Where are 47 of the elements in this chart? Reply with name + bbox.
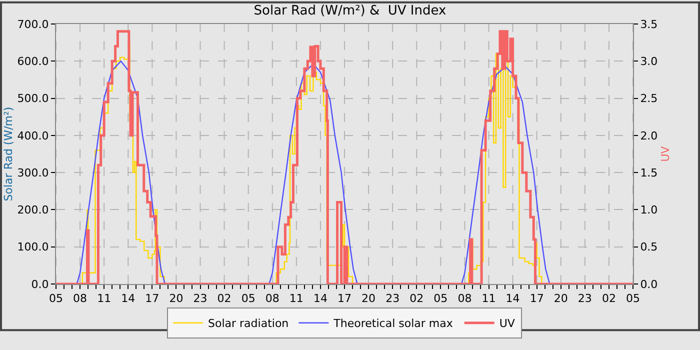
x-tick-label: 08 [458,292,472,306]
x-tick-label: 14 [506,292,520,306]
y2-tick-label: 0.0 [640,278,658,291]
x-tick-label: 23 [193,292,208,306]
x-tick-label: 11 [97,292,112,306]
x-tick-label: 23 [578,292,592,306]
x-tick-label: 08 [265,292,280,306]
legend-label: Theoretical solar max [332,317,454,330]
x-tick-label: 17 [145,292,160,306]
y2-tick-label: 0.5 [640,240,658,254]
x-tick-label: 20 [362,292,376,306]
y-axis-title: Solar Rad (W/m²) [2,106,15,202]
y-tick-label: 500.0 [17,92,49,106]
x-tick-label: 05 [626,292,640,306]
x-tick-label: 05 [241,292,256,306]
x-tick-label: 14 [313,292,328,306]
x-tick-label: 17 [530,292,544,306]
x-tick-label: 11 [289,292,304,306]
y-tick-label: 300.0 [17,166,49,180]
y2-tick-label: 3.5 [640,18,658,31]
legend-label: Solar radiation [208,317,289,330]
x-tick-label: 02 [410,292,424,306]
y2-tick-label: 2.5 [640,92,658,106]
y2-axis-title: UV [658,146,672,162]
x-tick-label: 05 [49,292,63,306]
x-tick-label: 08 [73,292,88,306]
y-tick-label: 100.0 [17,240,49,254]
y2-tick-label: 3.0 [640,54,658,68]
y2-tick-label: 1.0 [640,204,658,217]
y-tick-label: 400.0 [17,129,49,142]
y2-tick-label: 1.5 [640,166,658,180]
chart-title: Solar Rad (W/m²) & UV Index [254,3,447,18]
y-tick-label: 200.0 [17,204,49,217]
x-tick-label: 23 [386,292,400,306]
x-tick-label: 20 [554,292,568,306]
y2-tick-label: 2.0 [640,129,658,142]
x-tick-label: 02 [602,292,616,306]
y-tick-label: 600.0 [17,54,49,68]
legend-label: UV [499,317,516,330]
x-tick-label: 11 [482,292,496,306]
x-tick-label: 20 [169,292,184,306]
x-tick-label: 02 [217,292,232,306]
x-tick-label: 05 [434,292,448,306]
x-tick-label: 17 [338,292,352,306]
x-tick-label: 14 [121,292,136,306]
y-tick-label: 0.0 [31,278,49,291]
y-tick-label: 700.0 [17,18,49,31]
